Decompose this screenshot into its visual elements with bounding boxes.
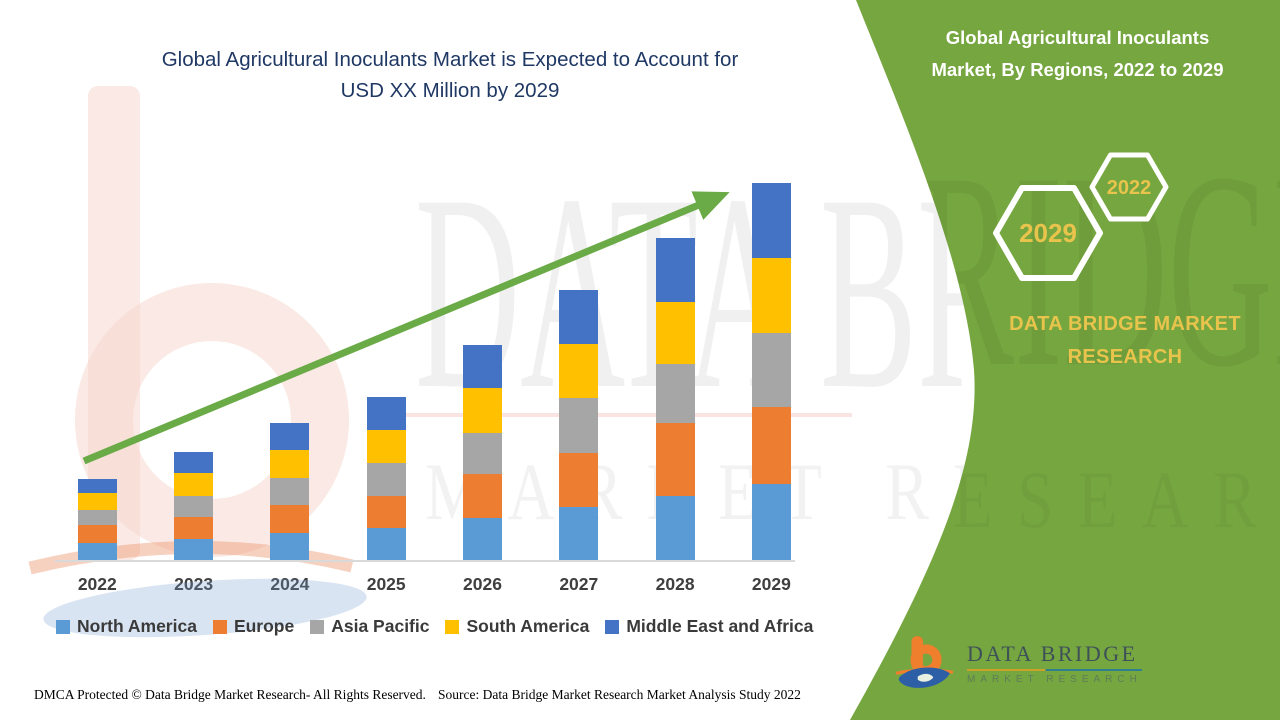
hexagon-badge-2022-outline bbox=[1089, 152, 1169, 222]
x-axis-label-2022: 2022 bbox=[77, 574, 117, 594]
x-axis-label-2026: 2026 bbox=[463, 574, 502, 594]
chart-title-line1: Global Agricultural Inoculants Market is… bbox=[161, 48, 739, 71]
x-axis-label-2029: 2029 bbox=[751, 574, 791, 594]
legend-label: Middle East and Africa bbox=[626, 616, 814, 636]
legend-item-north-america: North America bbox=[56, 616, 197, 637]
databridge-logo: DATA BRIDGE MARKET RESEARCH bbox=[893, 634, 1142, 692]
chart-legend: North America Europe Asia Pacific South Ame… bbox=[56, 616, 813, 637]
legend-item-middle-east-and-africa: Middle East and Africa bbox=[605, 616, 813, 637]
x-axis-label-2024: 2024 bbox=[270, 574, 310, 594]
side-panel-shape bbox=[850, 0, 1280, 720]
side-panel-title-line2: Market, By Regions, 2022 to 2029 bbox=[931, 59, 1224, 80]
side-panel-title: Global Agricultural Inoculants Market, B… bbox=[885, 22, 1270, 86]
dmca-notice: DMCA Protected © Data Bridge Market Rese… bbox=[34, 687, 426, 702]
legend-marker-icon bbox=[605, 619, 620, 634]
databridge-logo-mark bbox=[895, 636, 954, 688]
databridge-logo-rule bbox=[967, 669, 1142, 671]
chart-title: Global Agricultural Inoculants Market is… bbox=[90, 44, 810, 106]
x-axis-label-2027: 2027 bbox=[559, 574, 599, 594]
legend-marker-icon bbox=[445, 619, 460, 634]
legend-label: Europe bbox=[233, 616, 295, 636]
databridge-logo-tagline: MARKET RESEARCH bbox=[967, 674, 1142, 685]
legend-marker-icon bbox=[310, 619, 325, 634]
legend-marker-icon bbox=[212, 619, 227, 634]
x-axis-label-2023: 2023 bbox=[174, 574, 214, 594]
legend-item-south-america: South America bbox=[445, 616, 589, 637]
brand-name-line1: DATA BRIDGE MARKET bbox=[1009, 313, 1241, 335]
side-panel-title-line1: Global Agricultural Inoculants bbox=[945, 27, 1210, 48]
hexagon-badge-2022-label: 2022 bbox=[1107, 177, 1152, 199]
x-axis-line bbox=[55, 560, 795, 562]
legend-item-europe: Europe bbox=[212, 616, 295, 637]
legend-label: North America bbox=[77, 616, 197, 636]
brand-name-line2: RESEARCH bbox=[1067, 346, 1183, 368]
databridge-logo-text: DATA BRIDGE MARKET RESEARCH bbox=[967, 641, 1142, 685]
source-note: Source: Data Bridge Market Research Mark… bbox=[438, 687, 801, 702]
hexagon-badge-2029-outline bbox=[993, 185, 1103, 281]
legend-item-asia-pacific: Asia Pacific bbox=[310, 616, 429, 637]
x-axis-label-2028: 2028 bbox=[655, 574, 695, 594]
panel-watermark-fragment2: MARKET RESEARCH bbox=[425, 455, 1280, 546]
legend-label: South America bbox=[466, 616, 590, 636]
legend-marker-icon bbox=[56, 619, 70, 634]
brand-name-text: DATA BRIDGE MARKET RESEARCH bbox=[975, 308, 1275, 374]
hexagon-badge-2029-label: 2029 bbox=[1019, 218, 1077, 248]
databridge-logo-name: DATA BRIDGE bbox=[967, 641, 1138, 666]
chart-title-line2: USD XX Million by 2029 bbox=[340, 79, 560, 102]
legend-label: Asia Pacific bbox=[331, 616, 430, 636]
x-axis-label-2025: 2025 bbox=[366, 574, 406, 594]
